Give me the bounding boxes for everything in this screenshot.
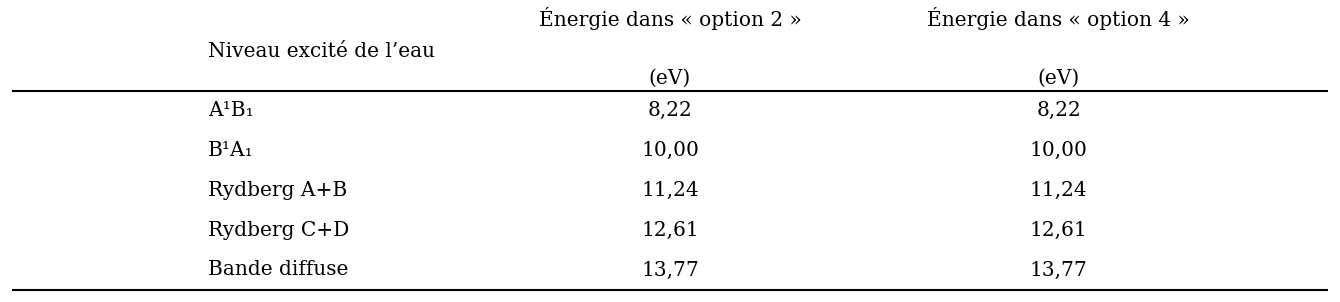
Text: 8,22: 8,22	[1036, 101, 1081, 120]
Text: Énergie dans « option 4 »: Énergie dans « option 4 »	[927, 7, 1190, 30]
Text: 10,00: 10,00	[641, 141, 699, 160]
Text: (eV): (eV)	[1037, 69, 1080, 88]
Text: Niveau excité de l’eau: Niveau excité de l’eau	[208, 42, 434, 61]
Text: 12,61: 12,61	[641, 221, 699, 239]
Text: Énergie dans « option 2 »: Énergie dans « option 2 »	[539, 7, 801, 30]
Text: 11,24: 11,24	[641, 181, 699, 200]
Text: 12,61: 12,61	[1029, 221, 1088, 239]
Text: 13,77: 13,77	[1029, 261, 1088, 279]
Text: Rydberg C+D: Rydberg C+D	[208, 221, 348, 239]
Text: 13,77: 13,77	[641, 261, 699, 279]
Text: (eV): (eV)	[649, 69, 691, 88]
Text: 11,24: 11,24	[1029, 181, 1088, 200]
Text: 8,22: 8,22	[647, 101, 693, 120]
Text: B¹A₁: B¹A₁	[208, 141, 253, 160]
Text: 10,00: 10,00	[1029, 141, 1088, 160]
Text: A¹B₁: A¹B₁	[208, 101, 253, 120]
Text: Rydberg A+B: Rydberg A+B	[208, 181, 347, 200]
Text: Bande diffuse: Bande diffuse	[208, 261, 348, 279]
